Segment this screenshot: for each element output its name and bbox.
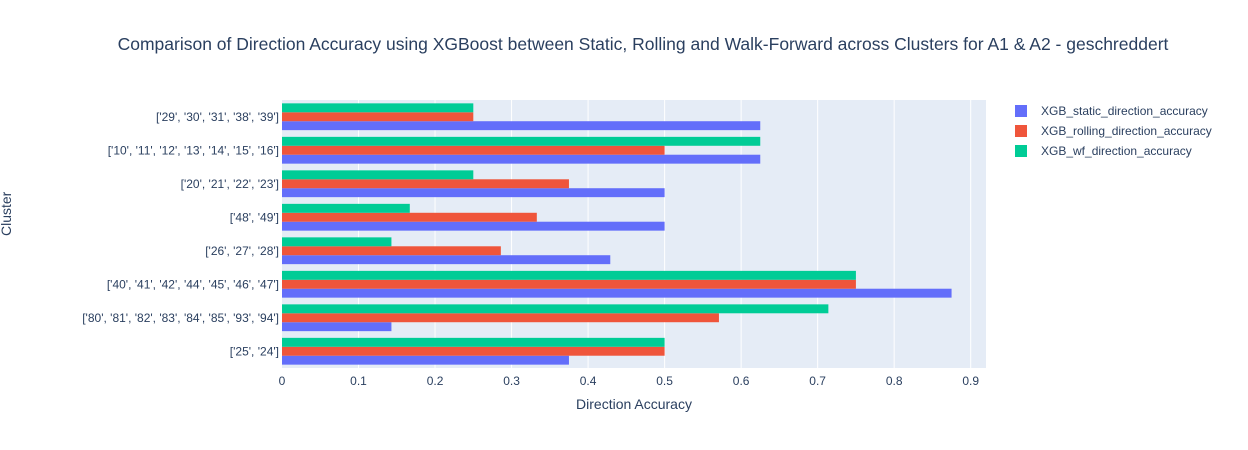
bar-wf — [282, 203, 410, 213]
legend-label-rolling: XGB_rolling_direction_accuracy — [1041, 124, 1212, 138]
legend-swatch-rolling — [1015, 125, 1027, 137]
y-tick-label: ['26', '27', '28'] — [205, 244, 279, 258]
x-tick-label: 0.7 — [809, 374, 826, 388]
legend-item-rolling[interactable]: XGB_rolling_direction_accuracy — [1012, 121, 1212, 141]
bar-static — [282, 255, 611, 265]
bar-wf — [282, 237, 392, 247]
legend-label-wf: XGB_wf_direction_accuracy — [1041, 144, 1192, 158]
bar-static — [282, 221, 665, 231]
x-tick-label: 0.5 — [656, 374, 673, 388]
bar-wf — [282, 103, 474, 113]
bar-rolling — [282, 179, 569, 189]
bar-static — [282, 288, 952, 298]
legend-swatch-static — [1015, 105, 1027, 117]
y-tick-label: ['40', '41', '42', '44', '45', '46', '47… — [107, 277, 279, 291]
bar-rolling — [282, 313, 719, 323]
y-axis-label: Cluster — [0, 191, 14, 236]
x-tick-label: 0.4 — [580, 374, 597, 388]
legend-swatch-wf — [1015, 145, 1027, 157]
y-axis-ticks: ['25', '24'] ['80', '81', '82', '83', '84… — [82, 110, 279, 359]
legend: XGB_static_direction_accuracy XGB_rollin… — [1012, 101, 1212, 161]
x-axis-label: Direction Accuracy — [576, 396, 692, 412]
bar-wf — [282, 170, 474, 180]
bar-wf — [282, 136, 761, 146]
bar-rolling — [282, 112, 474, 122]
x-tick-label: 0.8 — [886, 374, 903, 388]
bar-wf — [282, 270, 856, 280]
bar-rolling — [282, 212, 537, 222]
x-tick-label: 0.3 — [503, 374, 520, 388]
bar-static — [282, 188, 665, 198]
legend-label-static: XGB_static_direction_accuracy — [1041, 104, 1208, 118]
bar-rolling — [282, 279, 856, 289]
y-tick-label: ['29', '30', '31', '38', '39'] — [156, 110, 279, 124]
bars — [282, 103, 952, 365]
bar-rolling — [282, 145, 665, 155]
bar-rolling — [282, 346, 665, 356]
x-tick-label: 0.6 — [733, 374, 750, 388]
bar-static — [282, 322, 392, 332]
y-tick-label: ['80', '81', '82', '83', '84', '85', '93… — [82, 311, 279, 325]
x-tick-label: 0.1 — [350, 374, 367, 388]
bar-wf — [282, 337, 665, 347]
bar-rolling — [282, 246, 501, 256]
x-tick-label: 0 — [279, 374, 286, 388]
bar-static — [282, 355, 569, 365]
bar-static — [282, 121, 761, 131]
y-tick-label: ['48', '49'] — [230, 210, 279, 224]
x-tick-label: 0.9 — [962, 374, 979, 388]
y-tick-label: ['20', '21', '22', '23'] — [181, 177, 279, 191]
y-tick-label: ['10', '11', '12', '13', '14', '15', '16… — [108, 143, 279, 157]
bar-static — [282, 154, 761, 164]
bar-wf — [282, 304, 829, 314]
legend-item-wf[interactable]: XGB_wf_direction_accuracy — [1012, 141, 1212, 161]
y-tick-label: ['25', '24'] — [230, 344, 279, 358]
legend-item-static[interactable]: XGB_static_direction_accuracy — [1012, 101, 1212, 121]
x-axis-ticks: 0 0.1 0.2 0.3 0.4 0.5 0.6 0.7 0.8 0.9 — [279, 374, 980, 388]
chart-title: Comparison of Direction Accuracy using X… — [117, 34, 1169, 54]
x-tick-label: 0.2 — [427, 374, 444, 388]
